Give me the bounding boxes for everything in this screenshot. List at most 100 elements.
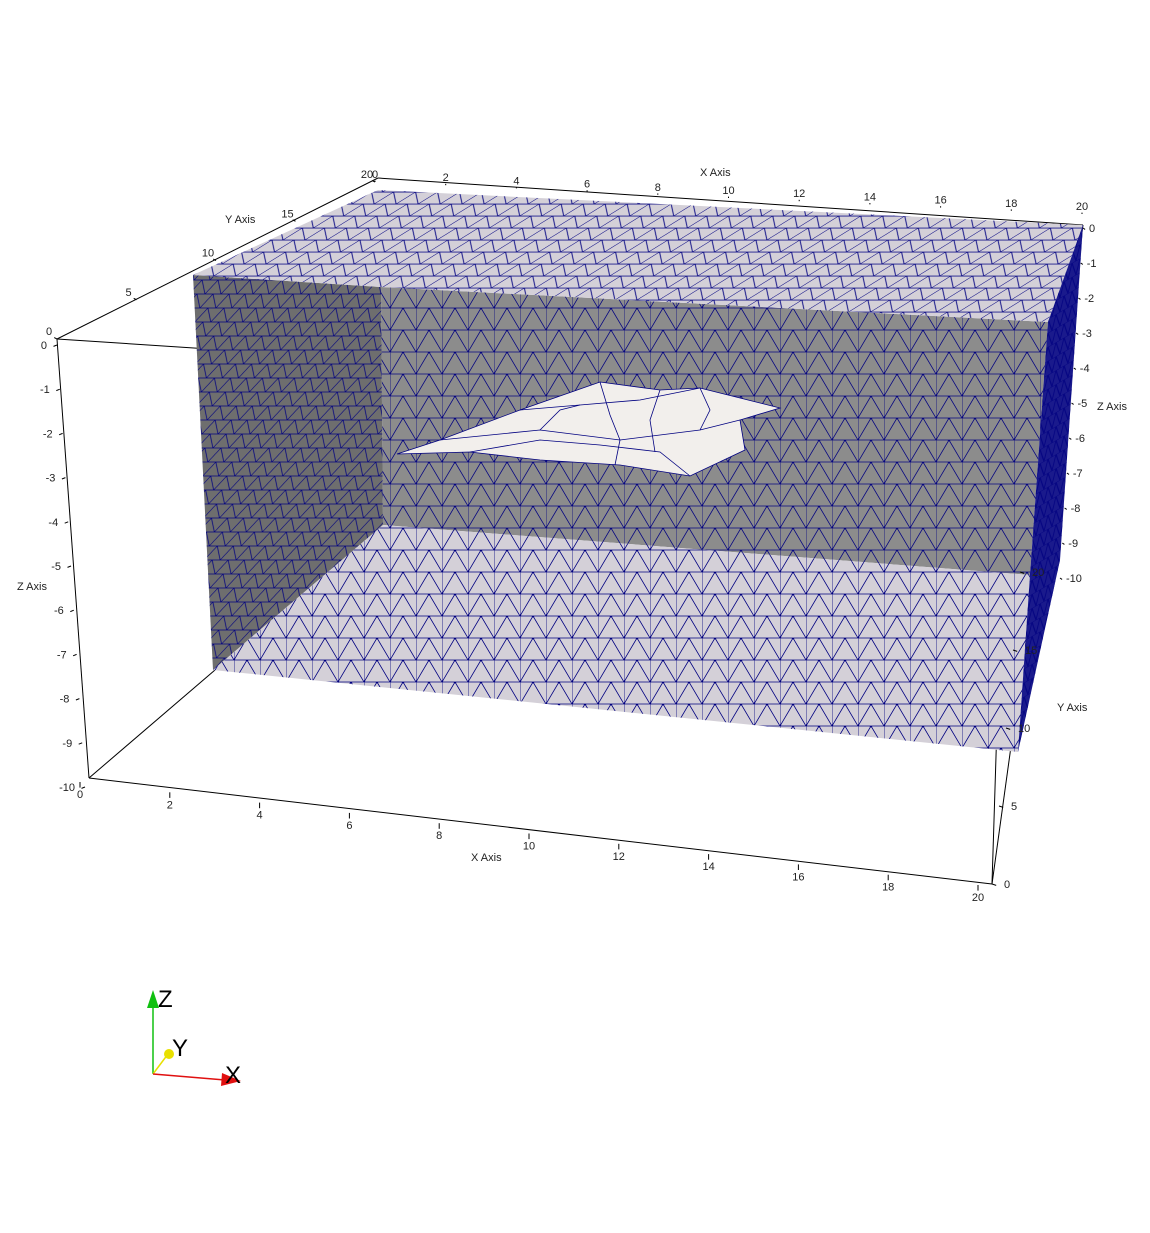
x-front-tick-label: 16 [792, 871, 804, 883]
x-top-tick-label: 20 [1076, 201, 1088, 213]
z-left-tick-mark [81, 786, 86, 789]
z-left-tick-mark [70, 609, 74, 613]
z-axis-title-left: Z Axis [17, 581, 47, 593]
orientation-axes-widget: Z Y X [147, 986, 241, 1089]
y-top-tick-mark [292, 219, 296, 222]
x-front-tick-label: 12 [613, 851, 625, 863]
x-front-tick-label: 14 [702, 861, 714, 873]
y-axis-title-top: Y Axis [225, 214, 256, 226]
x-front-tick-label: 8 [436, 830, 442, 842]
y-right-tick-mark [1019, 571, 1025, 574]
top-surface [193, 190, 1083, 322]
y-right-tick-label: 0 [1004, 879, 1010, 891]
z-left-tick-label: -2 [43, 428, 53, 440]
z-right-tick-mark [1068, 437, 1072, 440]
x-front-tick-label: 10 [523, 841, 535, 853]
z-left-tick-label: -4 [48, 517, 58, 529]
z-left-tick-mark [75, 698, 80, 701]
y-right-tick-label: 20 [1032, 567, 1044, 579]
z-left-tick-label: -8 [60, 694, 70, 706]
z-right-tick-mark [1062, 542, 1065, 545]
z-left-tick-mark [78, 742, 83, 745]
x-front-tick-label: 0 [77, 789, 83, 801]
z-right-tick-label: -3 [1082, 328, 1092, 340]
y-right-tick-mark [991, 883, 997, 886]
x-top-tick-label: 0 [372, 169, 378, 181]
z-left-tick-mark [67, 565, 72, 568]
y-top-tick-label: 15 [281, 208, 293, 220]
y-right-tick-mark [1012, 649, 1018, 652]
y-top-tick-mark [212, 258, 217, 261]
z-axis-title-right: Z Axis [1097, 401, 1127, 413]
x-front-tick-label: 20 [972, 892, 984, 904]
y-right-tick-mark [1005, 727, 1011, 730]
z-left-tick-label: -10 [59, 782, 75, 794]
z-right-tick-label: -6 [1075, 433, 1085, 445]
z-right-tick-mark [1073, 367, 1077, 370]
z-right-tick-label: -10 [1066, 573, 1082, 585]
y-right-tick-label: 5 [1011, 801, 1017, 813]
z-left-tick-label: -6 [54, 605, 64, 617]
z-right-tick-label: -2 [1084, 293, 1094, 305]
y-top-tick-label: 0 [46, 326, 52, 338]
x-top-tick-label: 6 [584, 179, 590, 191]
z-left-tick-label: -5 [51, 561, 61, 573]
x-axis-title-top: X Axis [700, 167, 731, 179]
z-left-tick-mark [61, 477, 66, 480]
x-top-tick-label: 4 [513, 175, 519, 187]
y-arrow-head-icon [164, 1049, 174, 1059]
z-right-tick-mark [1075, 332, 1079, 335]
z-right-tick-mark [1078, 297, 1081, 300]
x-top-tick-label: 10 [722, 185, 734, 197]
y-top-tick-mark [133, 297, 137, 301]
z-right-tick-mark [1071, 402, 1074, 405]
y-top-tick-label: 5 [125, 287, 131, 299]
z-right-tick-label: -8 [1071, 503, 1081, 515]
x-front-tick-label: 6 [346, 820, 352, 832]
z-left-tick-mark [53, 344, 58, 347]
x-front-tick-label: 2 [167, 799, 173, 811]
left-wall-surface [193, 275, 383, 670]
z-left-tick-mark [56, 388, 60, 392]
z-right-tick-mark [1059, 577, 1063, 580]
x-top-tick-label: 2 [443, 172, 449, 184]
y-right-tick-mark [998, 805, 1004, 808]
inclusion-body [396, 381, 782, 477]
z-right-tick-label: -4 [1080, 363, 1090, 375]
x-arrow-head-icon [221, 1073, 241, 1086]
x-axis-arrow [152, 1073, 226, 1081]
right-side-surface [1018, 225, 1083, 752]
x-top-tick-label: 8 [655, 182, 661, 194]
z-left-tick-mark [58, 432, 63, 436]
z-left-tick-label: 0 [41, 340, 47, 352]
y-axis-title-right: Y Axis [1057, 702, 1088, 714]
x-front-tick-label: 4 [257, 810, 263, 822]
z-right-tick-label: -7 [1073, 468, 1083, 480]
y-top-tick-mark [371, 180, 376, 183]
z-left-tick-label: -1 [40, 384, 50, 396]
z-left-tick-label: -9 [62, 738, 72, 750]
y-top-tick-label: 10 [202, 248, 214, 260]
z-right-tick-label: -5 [1078, 398, 1088, 410]
z-left-tick-mark [72, 653, 77, 657]
z-left-tick-label: -7 [57, 649, 67, 661]
x-top-tick-label: 14 [864, 191, 876, 203]
z-right-tick-mark [1082, 227, 1086, 230]
orientation-x-label: X [225, 1062, 241, 1089]
z-right-tick-mark [1064, 507, 1067, 510]
y-top-tick-label: 20 [361, 169, 373, 181]
z-right-tick-label: -9 [1068, 538, 1078, 550]
orientation-z-label: Z [158, 986, 173, 1013]
x-axis-title-front: X Axis [471, 852, 502, 864]
floor-surface [213, 525, 1030, 752]
z-right-tick-label: 0 [1089, 223, 1095, 235]
orientation-y-label: Y [172, 1035, 188, 1062]
x-top-tick-label: 18 [1005, 198, 1017, 210]
x-top-tick-label: 16 [934, 195, 946, 207]
y-right-tick-label: 10 [1018, 723, 1030, 735]
x-top-tick-label: 12 [793, 188, 805, 200]
z-left-tick-mark [64, 521, 69, 524]
